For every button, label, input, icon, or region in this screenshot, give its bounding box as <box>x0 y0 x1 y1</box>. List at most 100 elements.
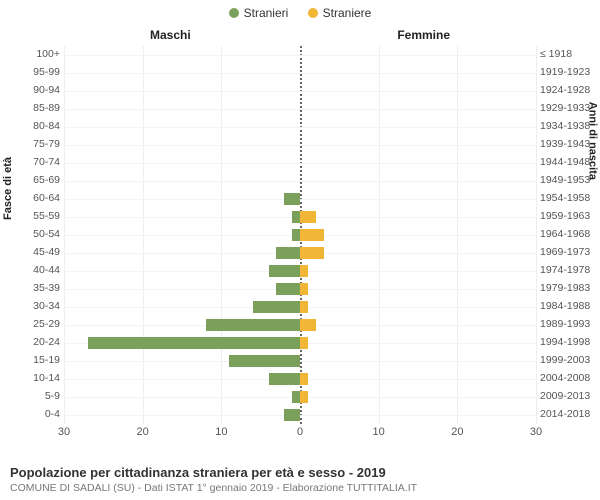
chart-subtitle: COMUNE DI SADALI (SU) - Dati ISTAT 1° ge… <box>10 482 590 494</box>
y-axis-left: 100+ 95-99 90-94 85-89 80-84 75-79 70-74 65-69 6… <box>0 46 62 424</box>
x-tick: 30 <box>530 426 542 438</box>
y-label-birth: 1934-1938 <box>540 120 600 132</box>
gridline-h <box>64 199 536 200</box>
y-label-birth: 1969-1973 <box>540 246 600 258</box>
y-label-birth: 1989-1993 <box>540 318 600 330</box>
footer: Popolazione per cittadinanza straniera p… <box>10 465 590 494</box>
bar-female <box>300 391 308 403</box>
dot-icon <box>229 8 239 18</box>
y-label-age: 35-39 <box>0 282 60 294</box>
y-label-birth: 1919-1923 <box>540 66 600 78</box>
gridline-h <box>64 415 536 416</box>
y-label-birth: ≤ 1918 <box>540 48 600 60</box>
gridline-h <box>64 73 536 74</box>
y-label-birth: 1974-1978 <box>540 264 600 276</box>
y-label-age: 65-69 <box>0 174 60 186</box>
y-label-birth: 1949-1953 <box>540 174 600 186</box>
legend: Stranieri Straniere <box>0 0 600 21</box>
bar-female <box>300 265 308 277</box>
bar-male <box>292 229 300 241</box>
y-label-birth: 1959-1963 <box>540 210 600 222</box>
y-axis-right: ≤ 1918 1919-1923 1924-1928 1929-1933 1934-19… <box>538 46 600 424</box>
gridline-h <box>64 109 536 110</box>
bar-female <box>300 283 308 295</box>
gridline-v <box>536 46 537 424</box>
bar-female <box>300 247 324 259</box>
bar-male <box>284 409 300 421</box>
y-label-birth: 1999-2003 <box>540 354 600 366</box>
gridline-h <box>64 55 536 56</box>
bar-male <box>206 319 300 331</box>
bar-male <box>292 391 300 403</box>
y-label-age: 95-99 <box>0 66 60 78</box>
y-label-birth: 1964-1968 <box>540 228 600 240</box>
gridline-h <box>64 361 536 362</box>
y-label-birth: 2004-2008 <box>540 372 600 384</box>
bar-male <box>269 373 300 385</box>
bar-female <box>300 211 316 223</box>
gridline-h <box>64 181 536 182</box>
x-tick: 10 <box>373 426 385 438</box>
chart-title: Popolazione per cittadinanza straniera p… <box>10 465 590 480</box>
y-label-age: 5-9 <box>0 390 60 402</box>
y-label-age: 0-4 <box>0 408 60 420</box>
y-label-age: 75-79 <box>0 138 60 150</box>
y-label-age: 15-19 <box>0 354 60 366</box>
y-label-birth: 1924-1928 <box>540 84 600 96</box>
bar-female <box>300 337 308 349</box>
y-label-birth: 2014-2018 <box>540 408 600 420</box>
y-label-birth: 1994-1998 <box>540 336 600 348</box>
plot-area <box>64 46 536 424</box>
legend-male: Stranieri <box>229 6 289 20</box>
bar-male <box>276 283 300 295</box>
y-label-age: 10-14 <box>0 372 60 384</box>
chart-container: Stranieri Straniere Maschi Femmine Fasce… <box>0 0 600 500</box>
bar-male <box>229 355 300 367</box>
y-label-age: 25-29 <box>0 318 60 330</box>
y-label-age: 55-59 <box>0 210 60 222</box>
x-tick: 30 <box>58 426 70 438</box>
header-female: Femmine <box>397 28 450 42</box>
header-male: Maschi <box>150 28 191 42</box>
legend-female-label: Straniere <box>323 6 372 20</box>
legend-female: Straniere <box>308 6 372 20</box>
bar-female <box>300 229 324 241</box>
y-label-age: 60-64 <box>0 192 60 204</box>
y-label-age: 45-49 <box>0 246 60 258</box>
bar-female <box>300 301 308 313</box>
dot-icon <box>308 8 318 18</box>
y-label-age: 80-84 <box>0 120 60 132</box>
legend-male-label: Stranieri <box>244 6 289 20</box>
x-tick: 20 <box>137 426 149 438</box>
y-label-birth: 1979-1983 <box>540 282 600 294</box>
y-label-birth: 1944-1948 <box>540 156 600 168</box>
bar-female <box>300 319 316 331</box>
bar-male <box>88 337 300 349</box>
gridline-h <box>64 145 536 146</box>
y-label-birth: 1939-1943 <box>540 138 600 150</box>
y-label-age: 40-44 <box>0 264 60 276</box>
y-label-age: 85-89 <box>0 102 60 114</box>
bar-male <box>269 265 300 277</box>
y-label-birth: 1984-1988 <box>540 300 600 312</box>
bar-male <box>284 193 300 205</box>
y-label-age: 20-24 <box>0 336 60 348</box>
gridline-h <box>64 127 536 128</box>
x-tick: 10 <box>215 426 227 438</box>
y-label-age: 100+ <box>0 48 60 60</box>
y-label-birth: 2009-2013 <box>540 390 600 402</box>
y-label-age: 30-34 <box>0 300 60 312</box>
bar-female <box>300 373 308 385</box>
bar-male <box>276 247 300 259</box>
gridline-h <box>64 163 536 164</box>
x-tick: 20 <box>451 426 463 438</box>
y-label-birth: 1954-1958 <box>540 192 600 204</box>
bar-male <box>292 211 300 223</box>
y-label-birth: 1929-1933 <box>540 102 600 114</box>
plot <box>64 46 536 424</box>
y-label-age: 70-74 <box>0 156 60 168</box>
bar-male <box>253 301 300 313</box>
gridline-h <box>64 91 536 92</box>
x-tick: 0 <box>297 426 303 438</box>
y-label-age: 90-94 <box>0 84 60 96</box>
